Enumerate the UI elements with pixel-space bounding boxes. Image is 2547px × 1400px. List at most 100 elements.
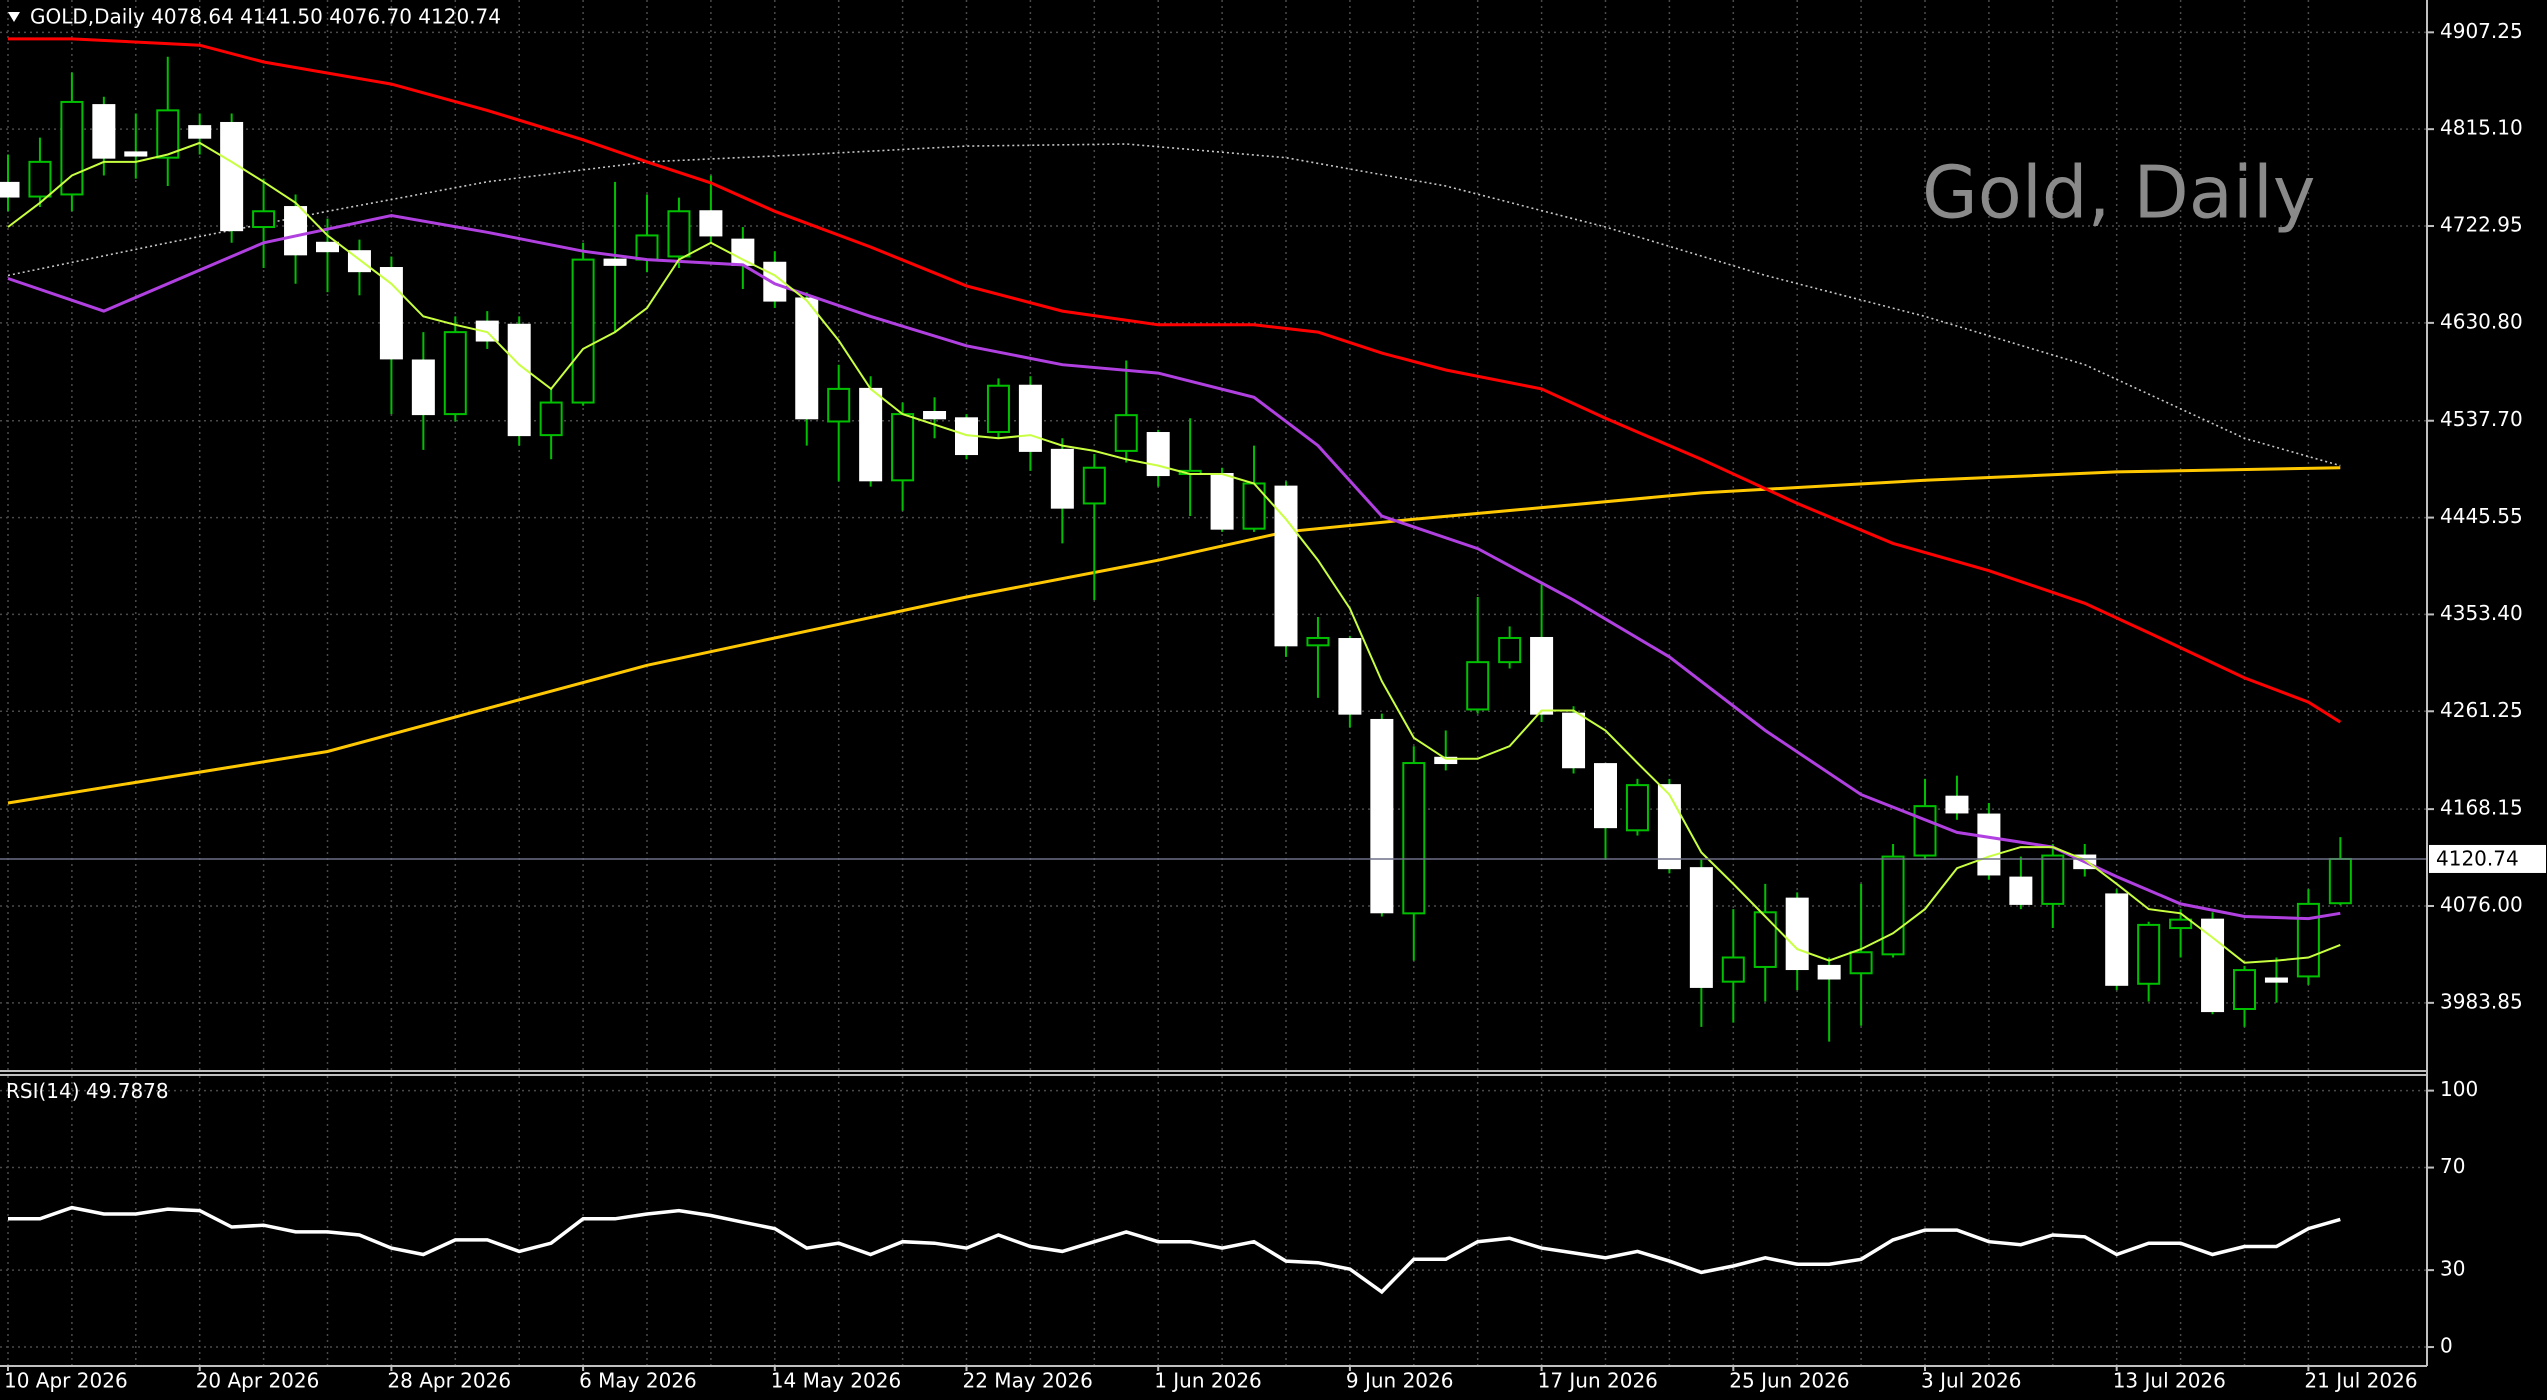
candle-body [1370, 718, 1394, 914]
y-tick-label: 70 [2440, 1154, 2465, 1178]
candle-body [859, 387, 883, 482]
x-tick-label: 6 May 2026 [579, 1369, 697, 1393]
candle-body [1562, 712, 1586, 769]
candle-body [1530, 636, 1554, 715]
moving-average [8, 37, 2342, 724]
chart-header: GOLD,Daily 4078.64 4141.50 4076.70 4120.… [30, 5, 501, 29]
y-tick-label: 4815.10 [2440, 116, 2523, 140]
x-tick-label: 13 Jul 2026 [2113, 1369, 2226, 1393]
rsi-label: RSI(14) 49.7878 [6, 1079, 169, 1103]
y-tick-label: 4722.95 [2440, 213, 2523, 237]
x-tick-label: 28 Apr 2026 [387, 1369, 511, 1393]
candle-body [1306, 636, 1330, 647]
x-tick-label: 9 Jun 2026 [1346, 1369, 1454, 1393]
candle-body [603, 258, 627, 266]
candle-body [1753, 911, 1777, 968]
candle-body [1242, 482, 1266, 530]
candle-body [379, 267, 403, 360]
x-tick-label: 20 Apr 2026 [196, 1369, 320, 1393]
x-tick-label: 25 Jun 2026 [1729, 1369, 1849, 1393]
candle-body [2169, 918, 2193, 930]
y-tick-label: 4168.15 [2440, 796, 2523, 820]
candle-body [156, 109, 180, 159]
candle-body [1594, 763, 1617, 829]
candle-body [1625, 784, 1649, 832]
moving-average [7, 143, 2341, 467]
x-tick-label: 21 Jul 2026 [2304, 1369, 2417, 1393]
candle-body [923, 411, 947, 420]
candle-body [92, 104, 116, 159]
candle-body [1082, 466, 1106, 505]
candle-body [2041, 854, 2065, 905]
rsi-current: 49.7878 [86, 1079, 169, 1103]
candle-body [1785, 897, 1809, 971]
candle-body [667, 210, 691, 258]
moving-average [7, 213, 2341, 921]
current-price-box [2429, 844, 2546, 873]
menu-triangle[interactable] [8, 12, 20, 22]
candle-body [1849, 951, 1873, 975]
x-tick-label: 1 Jun 2026 [1154, 1369, 1262, 1393]
candle-body [1210, 473, 1234, 530]
y-tick-label: 4445.55 [2440, 504, 2523, 528]
y-tick-label: 30 [2440, 1257, 2465, 1281]
moving-average [7, 141, 2341, 964]
candle-body [795, 297, 819, 420]
y-tick-label: 4353.40 [2440, 601, 2523, 625]
y-tick-label: 3983.85 [2440, 989, 2523, 1013]
y-tick-label: 4076.00 [2440, 892, 2523, 916]
candle-body [1689, 867, 1713, 988]
candle-body [2233, 969, 2256, 1010]
rsi-title: RSI(14) [6, 1079, 80, 1103]
y-tick-label: 100 [2440, 1077, 2478, 1101]
candle-body [2264, 977, 2288, 983]
price-plot [0, 37, 2427, 1295]
candle-body [1050, 448, 1074, 509]
grid [0, 0, 2427, 1365]
candle-body [2137, 923, 2161, 985]
candle-body [2009, 876, 2033, 905]
y-tick-label: 4537.70 [2440, 407, 2523, 431]
candle-body [1881, 855, 1905, 956]
candle-body [252, 210, 276, 229]
candle-body [1657, 784, 1681, 870]
candle-body [2328, 857, 2352, 905]
x-tick-label: 14 May 2026 [771, 1369, 901, 1393]
candle-body [1721, 956, 1745, 983]
candle-body [1913, 805, 1937, 857]
rsi-line [8, 1205, 2341, 1295]
candle-body [1338, 638, 1362, 715]
candle-body [443, 331, 467, 416]
candle-body [1114, 414, 1138, 452]
y-tick-label: 4630.80 [2440, 309, 2523, 333]
candle-body [2201, 918, 2225, 1013]
candle-body [0, 181, 20, 198]
candle-body [635, 234, 659, 261]
candle-body [827, 387, 851, 423]
candle-body [124, 151, 148, 157]
candle-body [1402, 762, 1426, 915]
candle-body [571, 258, 595, 404]
candle-body [1498, 636, 1522, 664]
candle-body [1817, 964, 1841, 980]
candle-body [986, 384, 1010, 433]
candle-body [1945, 795, 1969, 814]
x-tick-label: 10 Apr 2026 [4, 1369, 128, 1393]
x-tick-label: 3 Jul 2026 [1921, 1369, 2021, 1393]
candle-body [284, 206, 308, 256]
y-tick-label: 0 [2440, 1334, 2453, 1358]
x-tick-label: 22 May 2026 [963, 1369, 1093, 1393]
y-tick-label: 4261.25 [2440, 698, 2523, 722]
candle-body [188, 125, 212, 139]
candle-body [220, 121, 244, 232]
candle-body [2296, 902, 2320, 978]
candle-body [411, 359, 435, 416]
candle-body [539, 401, 563, 437]
candle-body [507, 323, 531, 437]
x-tick-label: 17 Jun 2026 [1538, 1369, 1658, 1393]
candle-body [1018, 384, 1042, 452]
candle-body [731, 238, 755, 266]
candle-body [1146, 432, 1170, 477]
